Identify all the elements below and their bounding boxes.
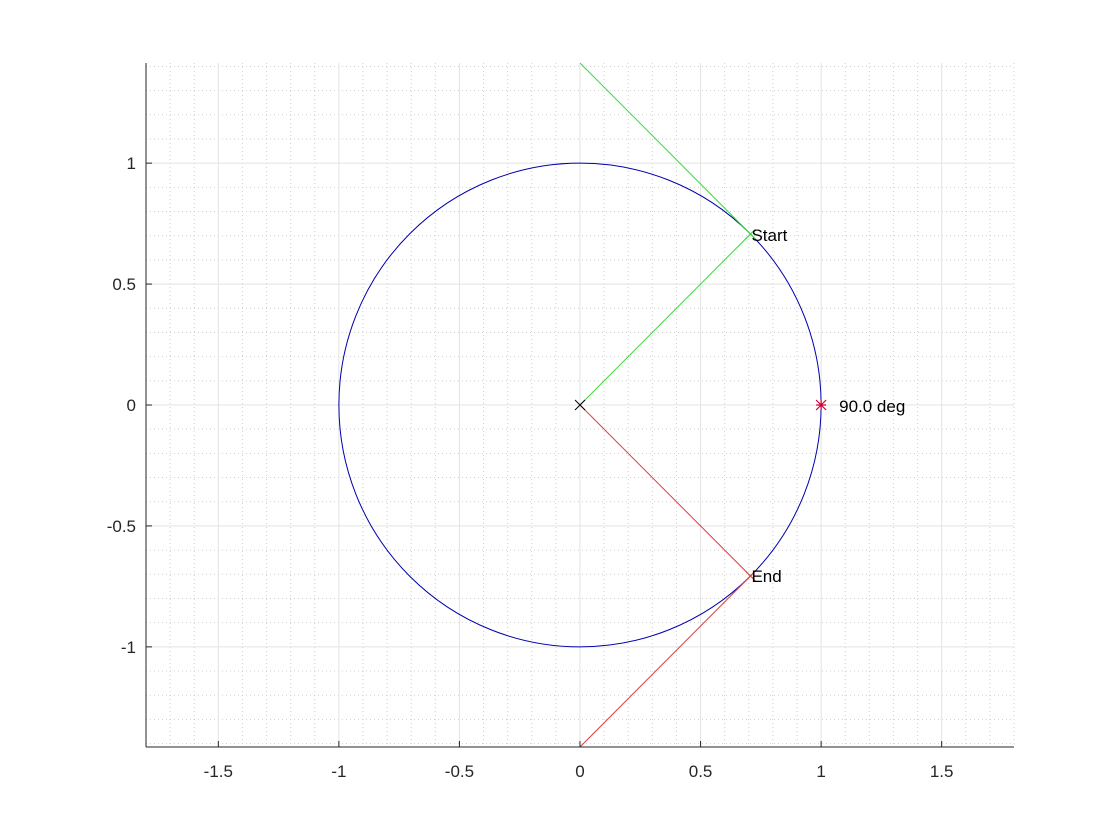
x-tick-label: 0.5 — [689, 762, 713, 781]
axes — [145, 63, 1014, 748]
x-tick-label: -0.5 — [445, 762, 474, 781]
start-label: Start — [751, 226, 787, 245]
annotations: Start End 90.0 deg — [751, 226, 905, 586]
line-segment — [579, 62, 751, 235]
y-tick-label: -1 — [121, 638, 136, 657]
angle-label: 90.0 deg — [839, 397, 905, 416]
x-tick-label: 0 — [575, 762, 584, 781]
plot-series — [338, 62, 822, 748]
origin-marker — [574, 399, 586, 411]
line-segment — [579, 575, 751, 748]
line-segment — [579, 404, 751, 577]
tick-labels: -1.5 -1 -0.5 0 0.5 1 1.5 1 0.5 0 -0.5 -1 — [107, 154, 954, 781]
y-tick-label: 0 — [127, 396, 136, 415]
minor-grid — [145, 63, 1015, 747]
end-marker — [745, 570, 756, 582]
y-tick-label: -0.5 — [107, 517, 136, 536]
x-tick-label: 1 — [816, 762, 825, 781]
x-tick-label: 1.5 — [930, 762, 954, 781]
x-tick-label: -1 — [331, 762, 346, 781]
line-segment — [579, 233, 751, 406]
end-label: End — [751, 567, 781, 586]
y-tick-label: 0.5 — [112, 275, 136, 294]
x-tick-label: -1.5 — [204, 762, 233, 781]
plot-markers — [574, 228, 827, 582]
y-tick-label: 1 — [127, 154, 136, 173]
start-marker — [745, 228, 756, 240]
angle-point-marker — [815, 399, 827, 411]
